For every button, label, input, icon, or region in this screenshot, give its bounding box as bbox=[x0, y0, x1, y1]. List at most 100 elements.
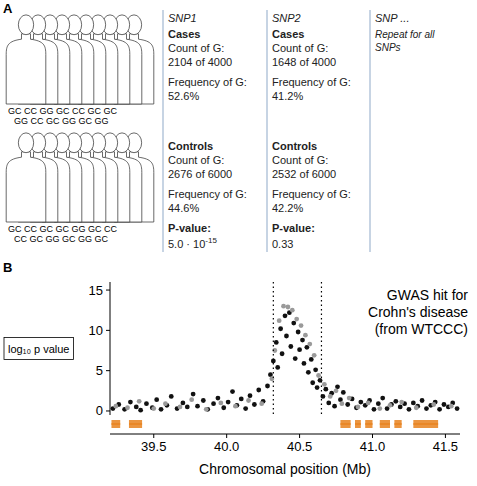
snp-point bbox=[420, 398, 425, 403]
snp-point bbox=[424, 406, 429, 411]
p-value: 5.0 · 10-15 bbox=[168, 236, 217, 250]
column-divider bbox=[163, 10, 164, 252]
snp-point bbox=[309, 357, 314, 362]
snp-point bbox=[306, 370, 311, 375]
snp-point bbox=[216, 396, 221, 401]
snp-point bbox=[380, 396, 385, 401]
crowd bbox=[6, 133, 154, 222]
snp-point bbox=[178, 405, 183, 410]
snp-point bbox=[296, 330, 301, 335]
panel-letter: B bbox=[3, 260, 12, 275]
gene bbox=[380, 420, 390, 428]
snp-point bbox=[256, 388, 261, 393]
snp-point bbox=[283, 313, 288, 318]
cell-text: Count of G: bbox=[168, 42, 224, 54]
snp-point bbox=[288, 344, 293, 349]
x-tick-label: 40.5 bbox=[287, 439, 312, 454]
snp-point bbox=[323, 387, 328, 392]
cell-text: Frequency of G: bbox=[272, 76, 351, 88]
cell-text: 2104 of 4000 bbox=[168, 56, 232, 68]
x-tick bbox=[445, 434, 446, 438]
cell-text: Count of G: bbox=[272, 42, 328, 54]
snp-point bbox=[341, 390, 346, 395]
gene bbox=[340, 420, 350, 428]
snp-point bbox=[259, 401, 264, 406]
p-value: 0.33 bbox=[272, 238, 293, 250]
snp-point bbox=[181, 401, 186, 406]
cell-text: Repeat for all bbox=[375, 29, 435, 40]
y-label-box bbox=[4, 338, 73, 360]
snp-point bbox=[376, 401, 381, 406]
snp-point bbox=[277, 318, 282, 323]
cell-text: Frequency of G: bbox=[168, 76, 247, 88]
x-tick-label: 41.0 bbox=[360, 439, 385, 454]
snp-point bbox=[151, 406, 156, 411]
snp-point bbox=[265, 384, 270, 389]
genotypes: CC GC GG GC GG GC bbox=[14, 234, 109, 244]
y-axis-title: log₁₀ p value bbox=[8, 343, 69, 355]
snp-point bbox=[449, 404, 454, 409]
snp-point bbox=[134, 405, 139, 410]
cell-text: 52.6% bbox=[168, 90, 199, 102]
annotation: Crohn's disease bbox=[368, 304, 468, 320]
snp-point bbox=[347, 396, 352, 401]
x-tick bbox=[372, 434, 373, 438]
snp-point bbox=[358, 400, 363, 405]
snp-point bbox=[407, 407, 412, 412]
snp-point bbox=[297, 347, 302, 352]
snp-point bbox=[284, 334, 289, 339]
snp-point bbox=[218, 401, 223, 406]
snp-point bbox=[393, 399, 398, 404]
snp-point bbox=[239, 396, 244, 401]
cell-text: Cases bbox=[272, 28, 304, 40]
y-tick bbox=[106, 370, 110, 371]
snp-point bbox=[326, 401, 331, 406]
snp-point bbox=[411, 401, 416, 406]
snp-point bbox=[377, 406, 382, 411]
cell-text: SNPs bbox=[375, 42, 401, 53]
snp-point bbox=[310, 380, 315, 385]
cell-text: P-value: bbox=[272, 222, 315, 234]
snp-point bbox=[137, 399, 142, 404]
x-axis-title: Chromosomal position (Mb) bbox=[199, 461, 371, 477]
snp-point bbox=[286, 305, 291, 310]
snp-point bbox=[189, 397, 194, 402]
snp-point bbox=[248, 393, 253, 398]
snp-point bbox=[221, 405, 226, 410]
person-head bbox=[18, 133, 33, 153]
snp-point bbox=[398, 405, 403, 410]
cell-text: 1648 of 4000 bbox=[272, 56, 336, 68]
snp-point bbox=[211, 401, 216, 406]
cell-text: Count of G: bbox=[168, 154, 224, 166]
snp-point bbox=[442, 402, 447, 407]
snp-point bbox=[414, 405, 419, 410]
snp-point bbox=[303, 333, 308, 338]
cell-text: 41.2% bbox=[272, 90, 303, 102]
x-tick bbox=[226, 434, 227, 438]
snp-point bbox=[185, 405, 190, 410]
cell-text: Controls bbox=[272, 140, 317, 152]
snp-point bbox=[437, 407, 442, 412]
p-value-main: 0.33 bbox=[272, 238, 293, 250]
cell-text: SNP1 bbox=[168, 12, 197, 24]
gene bbox=[129, 420, 142, 428]
figure: AGC CC GG GC CC GC GCGG CC GC GG GC GGGC… bbox=[0, 0, 477, 486]
snp-point bbox=[246, 398, 251, 403]
snp-point bbox=[204, 407, 209, 412]
x-tick-label: 41.5 bbox=[433, 439, 458, 454]
snp-point bbox=[388, 403, 393, 408]
gene bbox=[355, 420, 361, 428]
y-tick-label: 0 bbox=[96, 403, 103, 418]
cell-text: P-value: bbox=[168, 222, 211, 234]
gene bbox=[394, 420, 401, 428]
cell-text: Frequency of G: bbox=[272, 188, 351, 200]
snp-point bbox=[125, 405, 130, 410]
cell-text: 44.6% bbox=[168, 202, 199, 214]
genotypes: GG CC GC GG GC GG bbox=[14, 116, 109, 126]
snp-point bbox=[334, 388, 339, 393]
snp-point bbox=[339, 401, 344, 406]
snp-point bbox=[159, 407, 164, 412]
snp-point bbox=[455, 406, 460, 411]
snp-point bbox=[113, 404, 118, 409]
snp-point bbox=[328, 394, 333, 399]
